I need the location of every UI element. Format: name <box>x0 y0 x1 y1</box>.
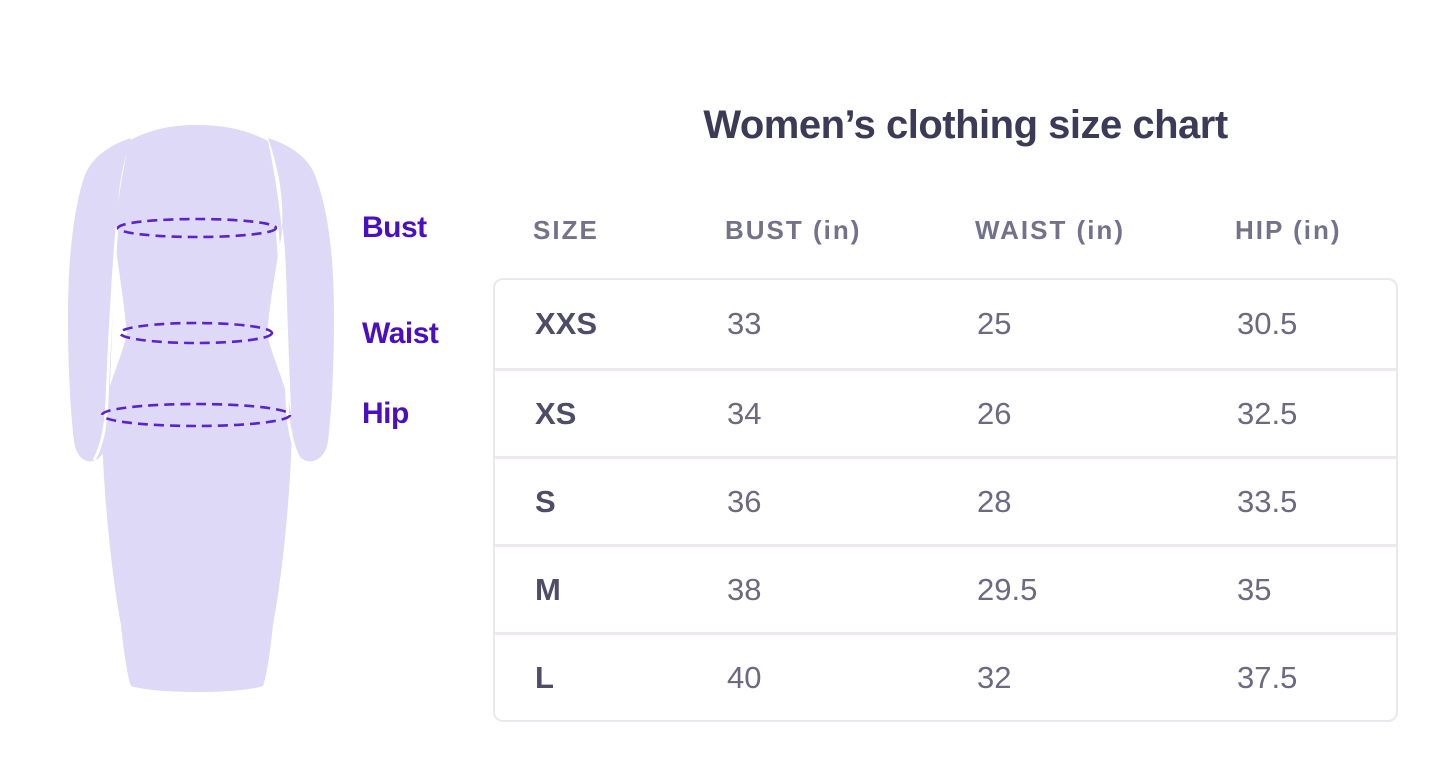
column-header-bust: BUST (in) <box>725 215 862 245</box>
waist-value: 28 <box>977 483 1012 519</box>
hip-value: 33.5 <box>1237 483 1298 519</box>
hip-value: 32.5 <box>1237 395 1298 431</box>
bust-measure-line-icon <box>116 217 278 239</box>
waist-value: 26 <box>977 395 1012 431</box>
bust-value: 36 <box>727 483 762 519</box>
column-header-hip: HIP (in) <box>1235 215 1342 245</box>
bust-label: Bust <box>362 211 427 244</box>
waist-value: 25 <box>977 306 1012 341</box>
bust-value: 33 <box>727 306 762 341</box>
hip-label: Hip <box>362 397 409 430</box>
dress-right-sleeve-shape <box>268 138 334 462</box>
size-value: M <box>535 571 561 607</box>
size-table: XXS 33 25 30.5 XS 34 26 32.5 S 36 28 33.… <box>493 278 1398 722</box>
table-row: M 38 29.5 35 <box>495 544 1396 632</box>
dress-body-shape <box>102 125 292 692</box>
table-row: L 40 32 37.5 <box>495 632 1396 720</box>
table-row: S 36 28 33.5 <box>495 456 1396 544</box>
hip-value: 35 <box>1237 571 1272 607</box>
hip-value: 37.5 <box>1237 659 1298 695</box>
waist-value: 29.5 <box>977 571 1038 607</box>
bust-value: 40 <box>727 659 762 695</box>
table-row: XS 34 26 32.5 <box>495 368 1396 456</box>
waist-value: 32 <box>977 659 1012 695</box>
hip-value: 30.5 <box>1237 306 1298 341</box>
table-row: XXS 33 25 30.5 <box>495 280 1396 368</box>
dress-illustration <box>68 125 334 692</box>
table-header-row: SIZE BUST (in) WAIST (in) HIP (in) <box>493 215 1398 245</box>
size-value: XXS <box>535 306 598 341</box>
column-header-waist: WAIST (in) <box>975 215 1125 245</box>
left-sleeve-seam <box>92 226 119 461</box>
bust-value: 38 <box>727 571 762 607</box>
column-header-size: SIZE <box>533 215 599 245</box>
page-title: Women’s clothing size chart <box>703 103 1228 147</box>
size-value: S <box>535 483 556 519</box>
size-value: L <box>535 659 554 695</box>
hip-measure-line-icon <box>100 402 292 428</box>
bust-value: 34 <box>727 395 762 431</box>
right-sleeve-seam <box>275 226 302 461</box>
size-value: XS <box>535 395 577 431</box>
dress-left-sleeve-shape <box>68 138 131 462</box>
waist-label: Waist <box>362 317 439 350</box>
waist-measure-line-icon <box>118 321 274 345</box>
